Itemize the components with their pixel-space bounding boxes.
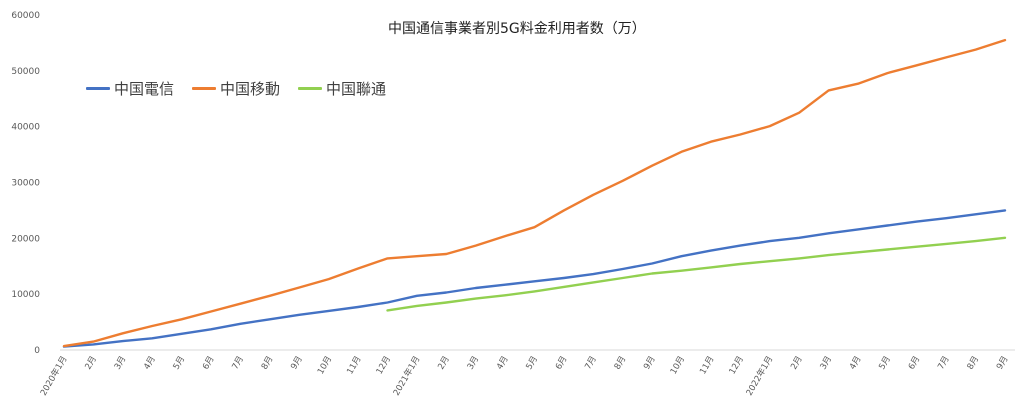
x-tick-label: 10月 [316,355,334,377]
x-tick-label: 2021年1月 [391,354,423,398]
series-line-0 [62,209,1007,348]
x-tick-label: 9月 [995,355,1011,372]
x-tick-label: 3月 [819,355,835,372]
y-tick-label: 30000 [11,179,40,189]
x-tick-label: 12月 [728,355,746,377]
x-tick-label: 12月 [375,355,393,377]
y-tick-label: 40000 [11,123,40,133]
x-tick-label: 9月 [289,355,305,372]
legend-label-china-unicom: 中国聯通 [326,80,387,98]
x-tick-label: 2月 [789,355,805,372]
x-tick-label: 7月 [230,355,246,372]
legend-item-china-mobile: 中国移動 [192,78,280,99]
x-tick-label: 4月 [142,355,158,372]
series-line-1 [62,38,1007,348]
series-lines [62,38,1007,348]
legend-label-china-mobile: 中国移動 [220,80,281,98]
x-tick-label: 7月 [583,355,599,372]
x-tick-label: 5月 [524,355,540,372]
x-tick-label: 2022年1月 [744,354,776,398]
x-tick-label: 7月 [936,355,952,372]
x-tick-label: 4月 [495,355,511,372]
x-tick-label: 5月 [877,355,893,372]
x-tick-label: 2020年1月 [38,354,70,398]
x-tick-label: 9月 [642,355,658,372]
y-tick-label: 50000 [11,67,40,77]
legend-swatch-china-unicom [298,87,323,90]
x-tick-label: 4月 [848,355,864,372]
y-tick-label: 60000 [11,11,40,21]
x-tick-label: 3月 [113,355,129,372]
y-tick-label: 10000 [11,290,40,300]
x-tick-label: 2月 [436,355,452,372]
x-tick-label: 6月 [907,355,923,372]
x-tick-label: 8月 [966,355,982,372]
x-tick-label: 10月 [669,355,687,377]
series-line-2 [386,236,1007,312]
y-tick-label: 20000 [11,234,40,244]
legend-swatch-china-telecom [86,87,110,90]
y-tick-label: 0 [34,346,40,356]
legend-swatch-china-mobile [192,87,217,90]
chart-title: 中国通信事業者別5G料金利用者数（万） [388,21,646,37]
legend-item-china-telecom: 中国電信 [86,78,174,99]
x-tick-label: 8月 [613,355,629,372]
legend-item-china-unicom: 中国聯通 [298,78,386,99]
legend-label-china-telecom: 中国電信 [114,80,175,98]
x-tick-label: 6月 [201,355,217,372]
x-tick-label: 3月 [466,355,482,372]
x-tick-label: 8月 [260,355,276,372]
x-tick-label: 11月 [698,355,716,377]
y-axis-ticks: 0 10000 20000 30000 40000 50000 60000 [11,11,40,356]
x-tick-label: 2月 [83,355,99,372]
chart-legend: 中国電信 中国移動 中国聯通 [86,78,386,99]
x-tick-label: 5月 [172,355,188,372]
x-tick-label: 11月 [345,355,363,377]
x-tick-label: 6月 [554,355,570,372]
